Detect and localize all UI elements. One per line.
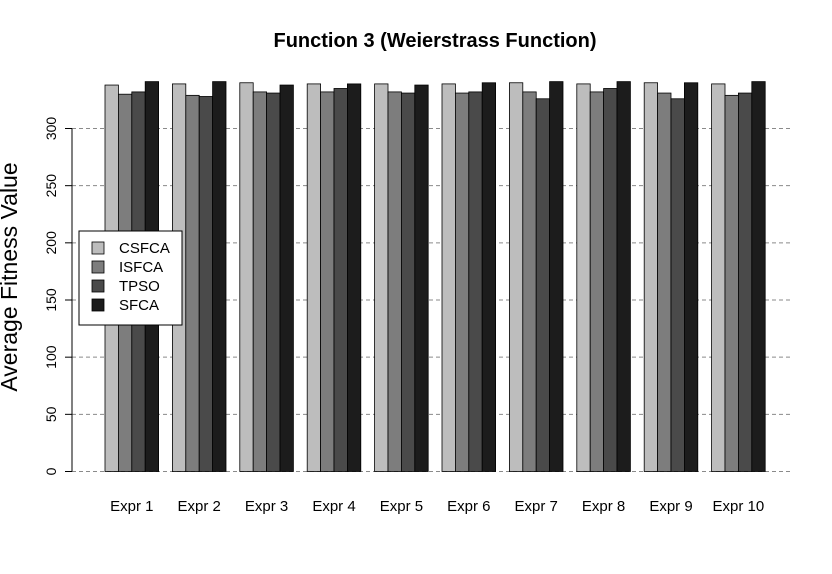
y-tick-label: 100 [43,345,59,369]
bar-sfca-9 [684,82,699,472]
bar-tpso-6 [468,91,483,472]
y-tick-label: 0 [43,467,59,475]
category-label: Expr 7 [515,498,558,515]
y-tick-label: 200 [43,231,59,255]
bar-isfca-6 [454,92,470,472]
category-label: Expr 2 [178,498,221,515]
bar-sfca-3 [279,84,294,472]
bar-sfca-7 [549,81,564,472]
bar-sfca-10 [751,81,766,472]
y-axis-label: Average Fitness Value [0,162,22,391]
bar-sfca-6 [481,82,497,472]
bar-isfca-3 [252,91,267,472]
category-label: Expr 6 [447,498,490,515]
legend-swatch-csfca [91,241,105,255]
bar-csfca-6 [441,83,456,472]
bar-isfca-10 [724,94,739,472]
category-label: Expr 4 [312,498,355,515]
legend: CSFCA ISFCA TPSO SFCA [78,230,183,326]
bar-tpso-5 [400,92,416,472]
bar-tpso-7 [535,98,551,472]
bar-sfca-4 [346,83,362,472]
category-label: Expr 10 [713,498,765,515]
legend-swatch-isfca [91,260,105,274]
chart-title: Function 3 (Weierstrass Function) [274,30,597,52]
category-label: Expr 3 [245,498,288,515]
bar-tpso-4 [333,88,348,472]
bar-isfca-2 [185,94,200,472]
y-tick-label: 300 [43,117,59,141]
bar-tpso-2 [198,96,213,472]
legend-label: TPSO [119,278,160,295]
bar-isfca-5 [387,91,402,472]
legend-swatch-tpso [91,279,105,293]
bar-csfca-9 [643,82,659,472]
category-label: Expr 8 [582,498,625,515]
bar-isfca-9 [657,92,672,472]
bar-isfca-8 [589,91,605,472]
legend-label: ISFCA [119,259,163,276]
bar-isfca-7 [522,91,537,472]
y-tick-label: 150 [43,288,59,312]
category-label: Expr 9 [649,498,692,515]
bar-tpso-10 [738,92,753,472]
category-label: Expr 1 [110,498,153,515]
bar-csfca-5 [374,83,389,472]
bar-sfca-8 [616,81,631,472]
bar-tpso-8 [603,88,618,472]
bar-isfca-4 [320,91,335,472]
bars [104,81,766,472]
y-tick-label: 50 [43,406,59,422]
bar-csfca-7 [508,82,524,472]
category-label: Expr 5 [380,498,423,515]
bar-csfca-8 [576,83,591,472]
bar-tpso-3 [266,92,281,472]
bar-sfca-5 [414,84,429,472]
bar-csfca-4 [306,83,322,472]
bar-tpso-9 [670,98,685,472]
bar-sfca-2 [212,81,227,472]
legend-label: SFCA [119,297,159,314]
legend-label: CSFCA [119,240,170,257]
legend-swatch-sfca [91,298,105,312]
y-tick-label: 250 [43,174,59,198]
y-axis: 0 50 100 150 200 250 300 [43,117,73,475]
bar-csfca-10 [711,83,726,472]
bar-csfca-3 [239,82,254,472]
x-axis-category-labels: Expr 1 Expr 2 Expr 3 Expr 4 Expr 5 Expr 6 Expr… [110,498,764,515]
